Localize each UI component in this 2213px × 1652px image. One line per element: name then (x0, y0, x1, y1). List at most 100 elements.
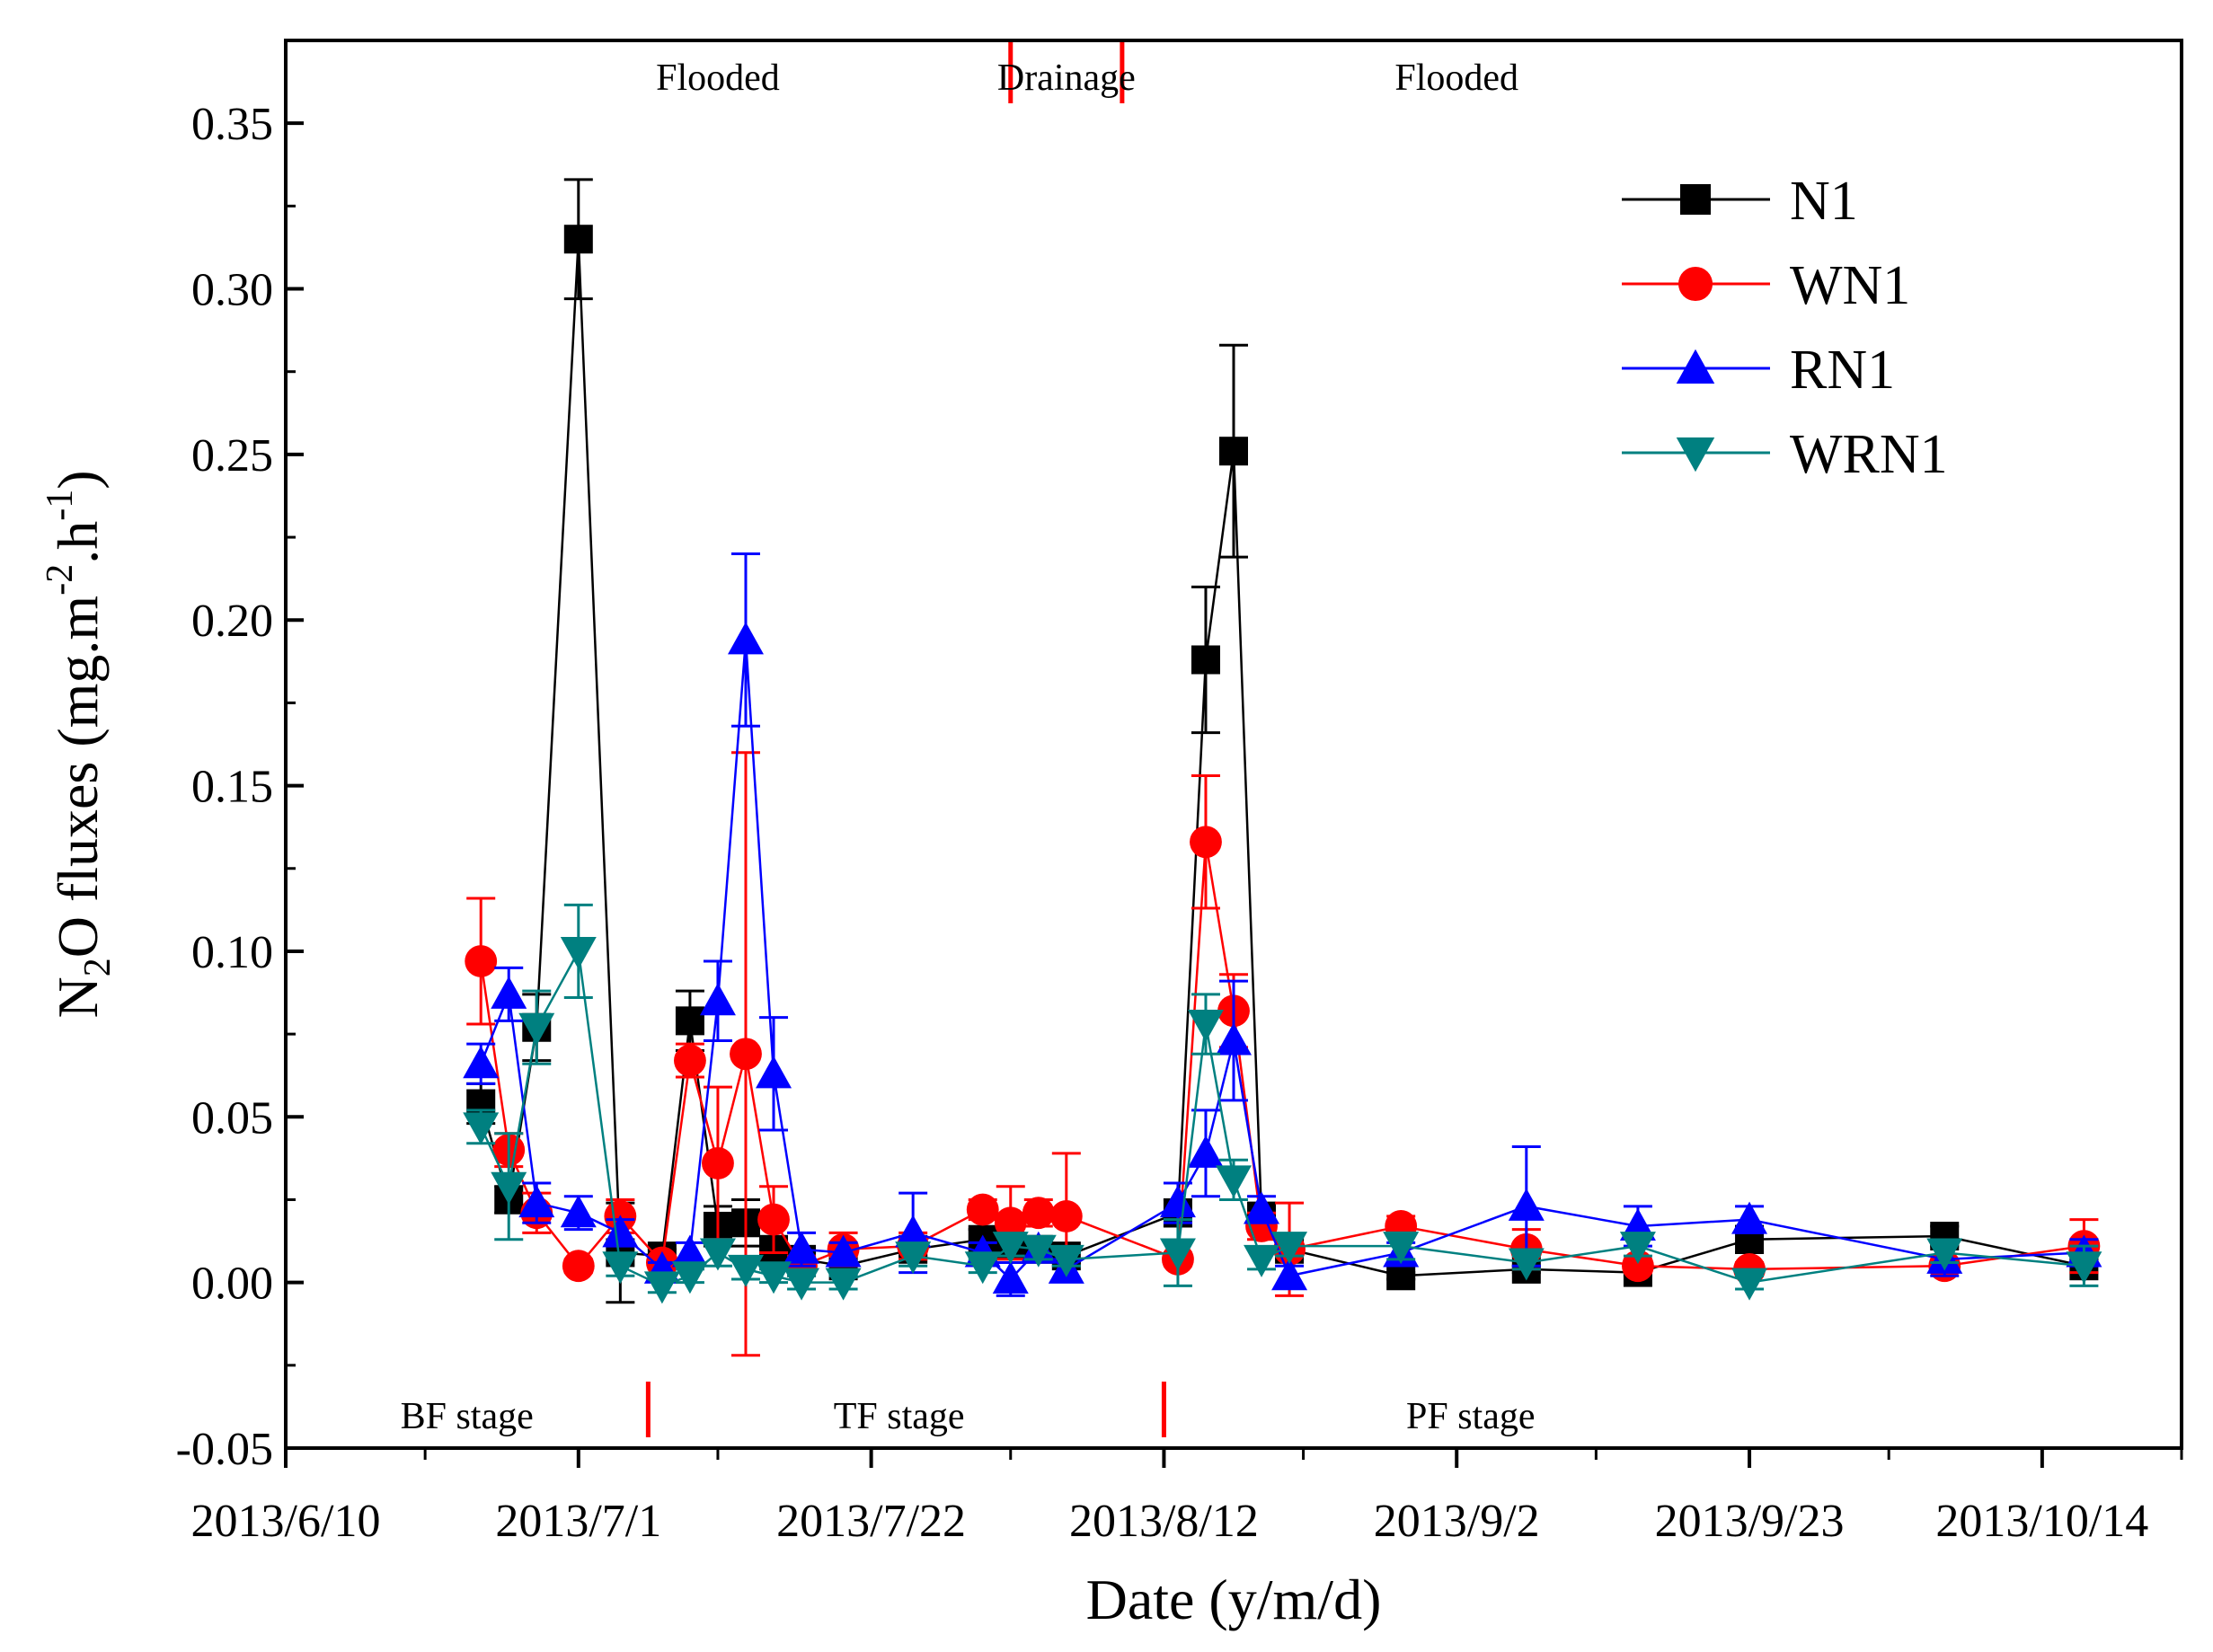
x-tick-label: 2013/7/1 (495, 1496, 661, 1547)
series-wrn1 (463, 903, 2102, 1304)
data-point (602, 1251, 639, 1285)
y-axis-title-part: N (46, 976, 110, 1018)
legend-label: RN1 (1790, 340, 1895, 401)
legend-label: WRN1 (1790, 424, 1948, 485)
data-point (674, 1044, 706, 1077)
y-axis-title-part: O fluxes (mg.m (46, 596, 110, 959)
x-tick-label: 2013/9/2 (1374, 1496, 1540, 1547)
data-point (756, 1261, 792, 1294)
series-line (480, 640, 2085, 1281)
data-point (756, 1056, 792, 1089)
y-tick-label: 0.30 (191, 265, 273, 316)
data-point (992, 1232, 1029, 1265)
legend-label: N1 (1790, 171, 1858, 232)
x-tick-label: 2013/6/10 (191, 1496, 381, 1547)
data-point (1159, 1185, 1196, 1218)
y-axis-title-part: 2 (77, 958, 119, 976)
data-point (463, 1112, 500, 1145)
y-tick-label: -0.05 (176, 1424, 273, 1475)
legend-marker (1677, 266, 1713, 302)
data-point (966, 1193, 999, 1226)
data-point (2066, 1251, 2102, 1285)
x-tick-label: 2013/7/22 (776, 1496, 966, 1547)
data-point (518, 1185, 555, 1218)
data-point (1619, 1232, 1656, 1265)
data-point (1216, 1165, 1252, 1198)
water-annotation: Flooded (656, 57, 780, 99)
y-tick-label: 0.15 (191, 762, 273, 813)
data-point (1271, 1232, 1308, 1265)
data-point (895, 1241, 932, 1275)
data-point (992, 1260, 1029, 1294)
data-point (491, 1171, 527, 1205)
y-axis-title-part: .h (46, 521, 110, 564)
data-point (518, 1012, 555, 1046)
plot-area-frame (284, 39, 2183, 1450)
y-tick-label: 0.10 (191, 927, 273, 978)
data-point (1622, 1250, 1654, 1283)
data-point (1048, 1244, 1084, 1277)
data-point (727, 1254, 764, 1287)
data-point (1191, 645, 1220, 675)
data-point (1187, 1010, 1224, 1043)
data-point (825, 1234, 862, 1268)
stage-annotation: BF stage (401, 1396, 534, 1437)
data-point (757, 1203, 790, 1236)
data-point (560, 936, 597, 969)
water-annotation: Drainage (997, 57, 1136, 99)
data-point (702, 1146, 734, 1179)
data-point (560, 1195, 597, 1228)
y-axis-title: N2O fluxes (mg.m-2.h-1) (40, 470, 119, 1018)
annotations: Flooded Drainage Flooded BF stage TF stage PF… (401, 57, 1536, 1437)
data-point (783, 1231, 820, 1264)
legend-marker (1676, 349, 1715, 384)
data-point (1020, 1234, 1057, 1268)
data-point (1508, 1248, 1545, 1281)
data-point (1187, 1135, 1224, 1168)
data-point (643, 1271, 680, 1304)
legend: N1 WN1 RN1 WRN1 (1622, 171, 1948, 485)
data-point (699, 1238, 736, 1271)
data-point (1926, 1238, 1963, 1271)
data-point (825, 1268, 862, 1301)
y-tick-label: 0.20 (191, 596, 273, 647)
period-dividers (645, 42, 1166, 1437)
x-tick-label: 2013/9/23 (1655, 1496, 1845, 1547)
data-point (994, 1206, 1027, 1240)
x-tick-label: 2013/10/14 (1935, 1496, 2148, 1547)
data-point (1271, 1258, 1308, 1291)
x-tick-label: 2013/8/12 (1069, 1496, 1259, 1547)
data-point (465, 945, 498, 977)
data-point (675, 1006, 704, 1036)
y-tick-label: 0.25 (191, 430, 273, 481)
data-point (562, 1250, 595, 1283)
data-point (1244, 1191, 1280, 1224)
data-point (563, 225, 593, 254)
data-point (1731, 1268, 1768, 1301)
data-point (602, 1215, 639, 1248)
data-point (699, 983, 736, 1016)
legend-label: WN1 (1790, 255, 1910, 316)
data-point (783, 1268, 820, 1301)
stage-annotation: TF stage (834, 1396, 965, 1437)
data-point (1731, 1201, 1768, 1234)
data-point (671, 1234, 708, 1268)
data-point (1508, 1188, 1545, 1221)
water-annotation: Flooded (1394, 57, 1518, 99)
x-axis-title: Date (y/m/d) (1086, 1568, 1382, 1631)
data-point (463, 1046, 500, 1079)
data-point (727, 622, 764, 655)
data-point (671, 1261, 708, 1294)
stage-annotation: PF stage (1406, 1396, 1536, 1437)
data-point (730, 1038, 762, 1071)
data-point (1216, 1022, 1252, 1056)
data-point (491, 976, 527, 1009)
data-point (964, 1251, 1001, 1285)
data-point (1159, 1238, 1196, 1271)
series-rn1 (463, 552, 2102, 1297)
legend-marker (1676, 437, 1715, 473)
data-point (1022, 1197, 1055, 1230)
y-tick-label: 0.35 (191, 99, 273, 150)
y-tick-label: 0.00 (191, 1259, 273, 1310)
